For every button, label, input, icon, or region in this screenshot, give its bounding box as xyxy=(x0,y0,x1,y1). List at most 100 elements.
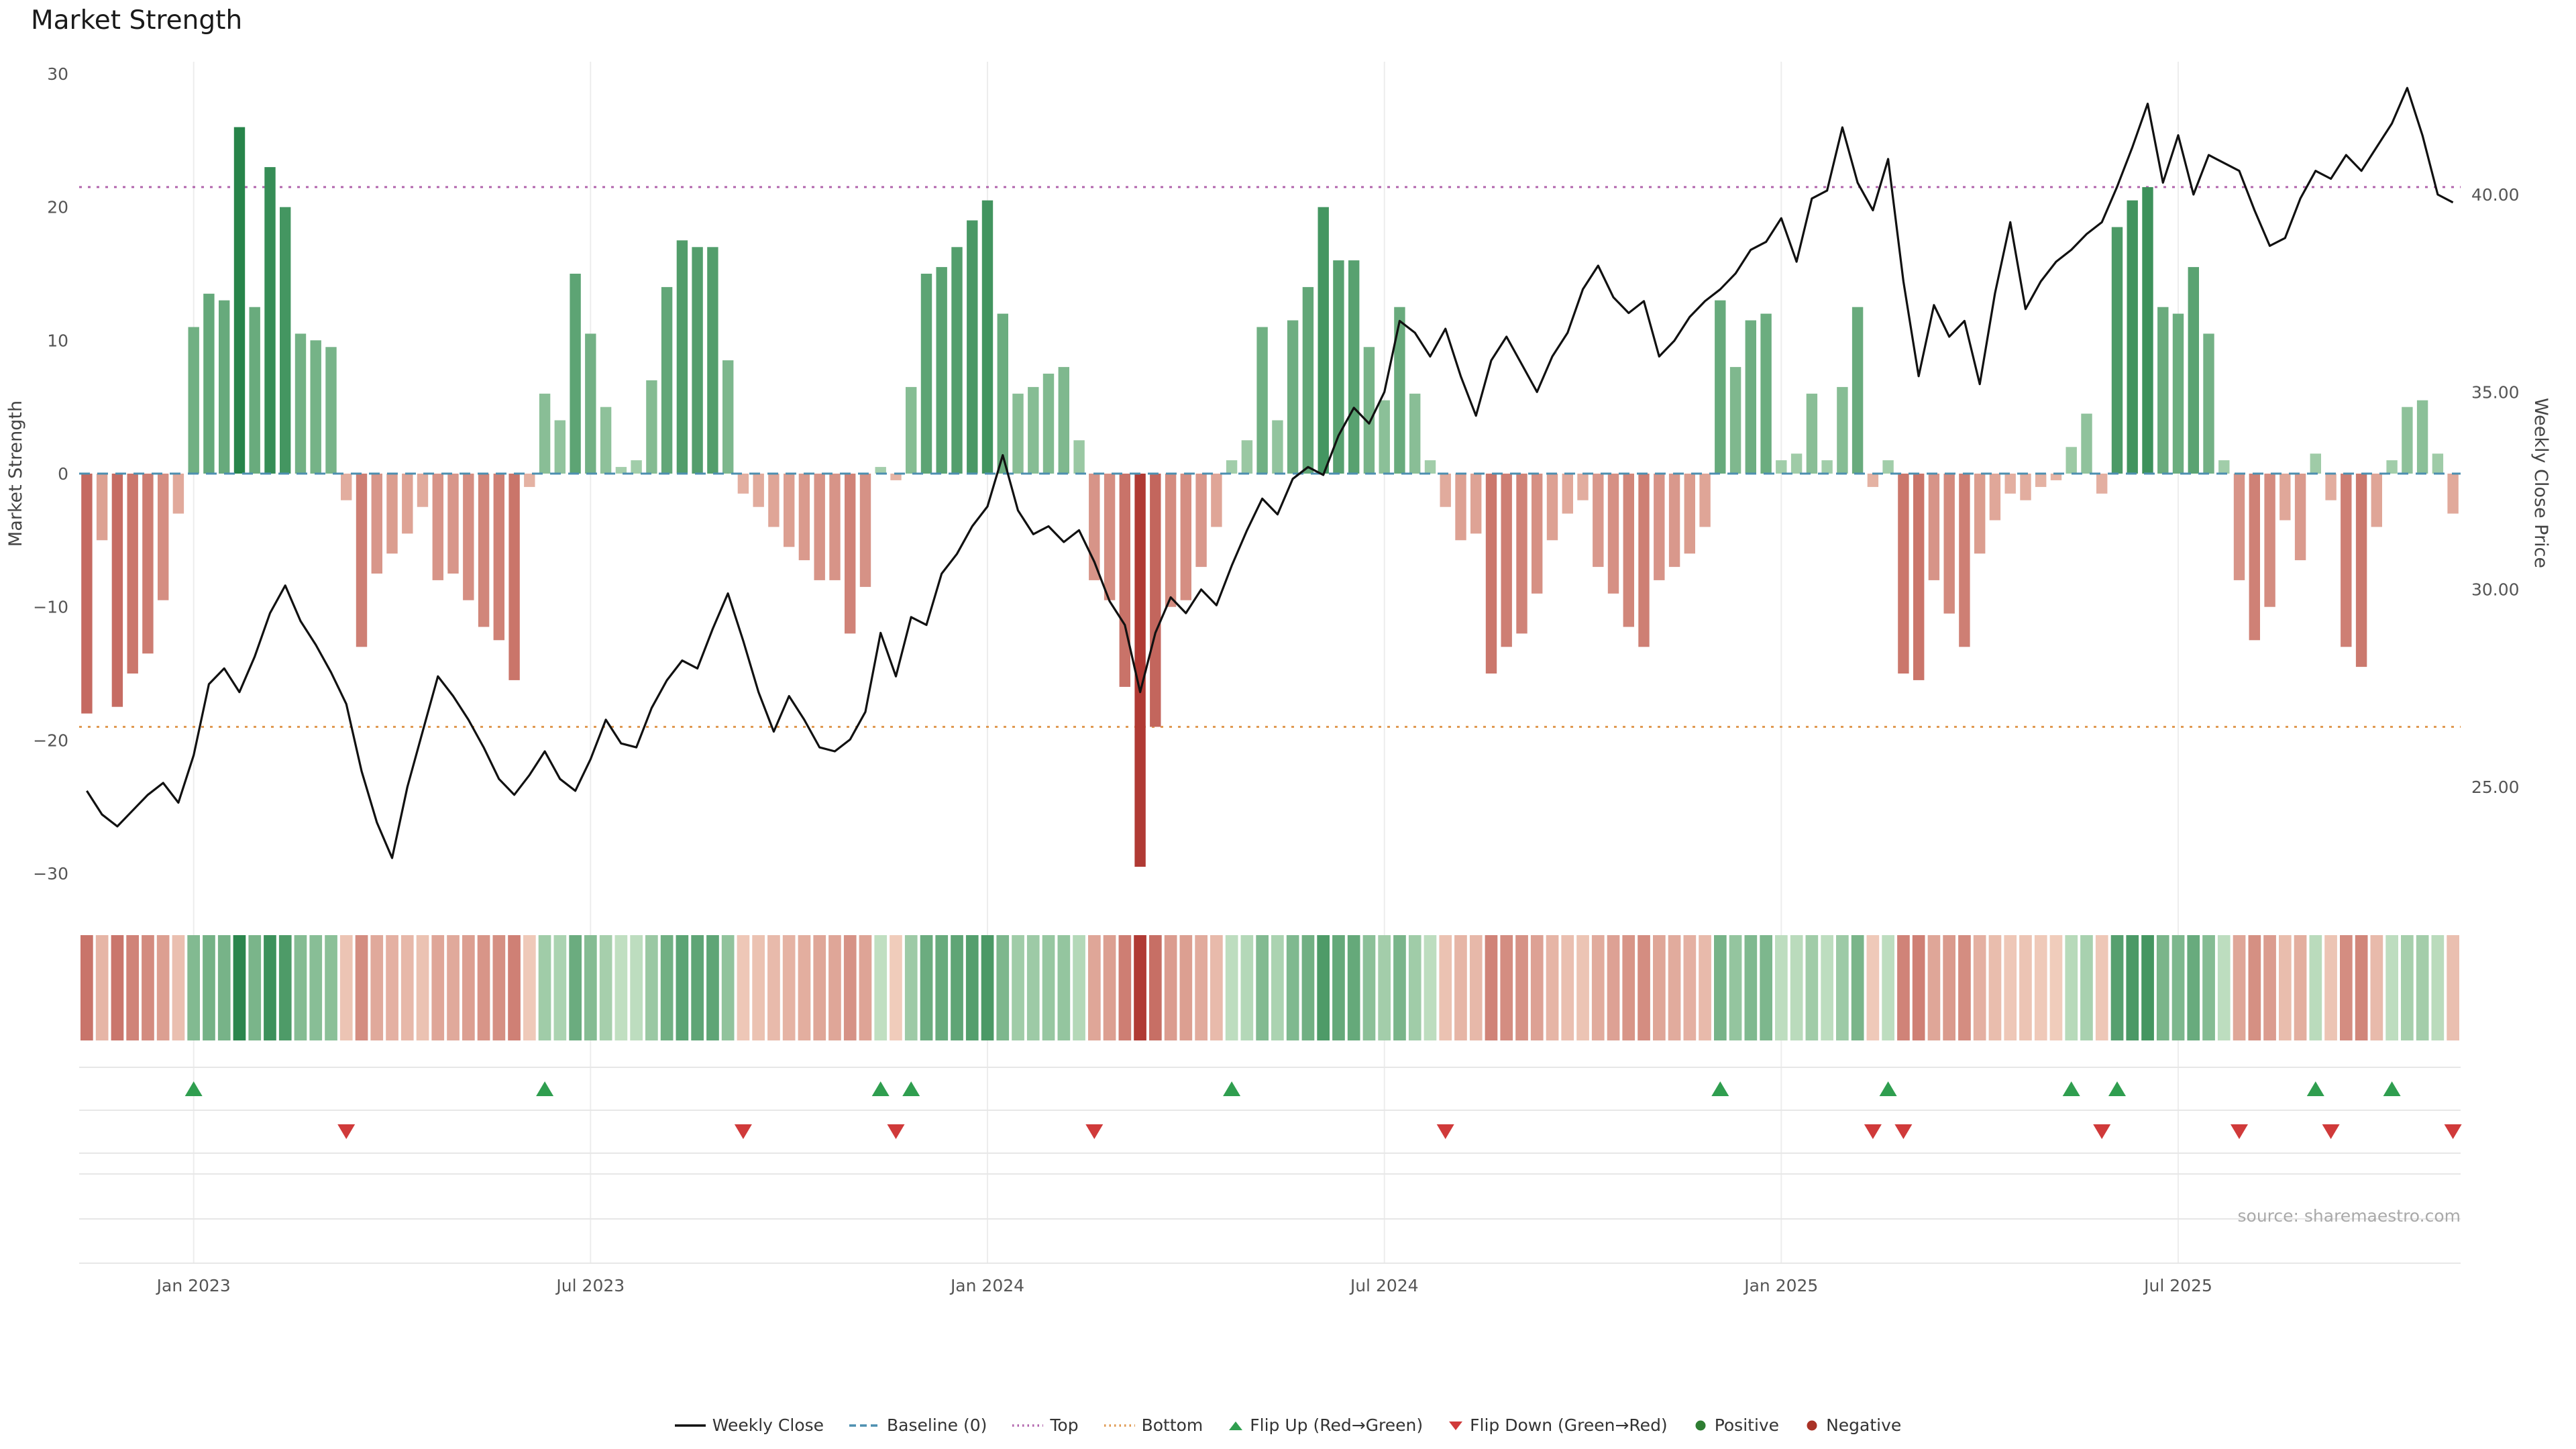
dot-icon xyxy=(1695,1420,1706,1430)
strength-bar xyxy=(1654,474,1665,580)
strength-bar xyxy=(1348,260,1360,474)
heatmap-cell xyxy=(492,935,506,1040)
heatmap-cell xyxy=(981,935,994,1040)
flip-up-marker xyxy=(902,1081,920,1096)
heatmap-cell xyxy=(1057,935,1071,1040)
strength-bar xyxy=(1882,460,1894,474)
strength-bar xyxy=(2050,474,2062,480)
strength-bar xyxy=(1256,327,1268,474)
strength-bar xyxy=(341,474,352,500)
heatmap-cell xyxy=(325,935,337,1040)
strength-bar xyxy=(1532,474,1543,594)
strength-bar xyxy=(967,220,978,474)
triangle-down-icon xyxy=(1449,1421,1463,1430)
heatmap-cell xyxy=(217,935,231,1040)
strength-bar xyxy=(1562,474,1573,514)
dot-icon xyxy=(1807,1420,1817,1430)
strength-bar xyxy=(294,333,307,474)
flip-up-marker xyxy=(2306,1081,2324,1096)
heatmap-cell xyxy=(645,935,658,1040)
heatmap-cell xyxy=(1408,935,1421,1040)
strength-bar xyxy=(2447,474,2459,514)
legend-item-top: Top xyxy=(1012,1415,1079,1435)
heatmap-cell xyxy=(416,935,429,1040)
strength-bar xyxy=(1180,474,1191,600)
heatmap-cell xyxy=(1591,935,1605,1040)
left-tick-label: 0 xyxy=(58,464,68,484)
flip-down-marker xyxy=(1436,1124,1454,1139)
weekly-close-line xyxy=(86,87,2454,859)
strength-bar xyxy=(1455,474,1466,541)
heatmap-cell xyxy=(2095,935,2108,1040)
legend-label: Flip Up (Red→Green) xyxy=(1250,1415,1424,1435)
heatmap-cell xyxy=(1607,935,1620,1040)
strength-bar xyxy=(96,474,108,541)
heatmap-cell xyxy=(1485,935,1498,1040)
strength-bar xyxy=(325,347,337,474)
strength-bar xyxy=(371,474,382,574)
heatmap-cell xyxy=(2217,935,2231,1040)
heatmap-cell xyxy=(1362,935,1376,1040)
heatmap-cell xyxy=(294,935,307,1040)
strength-bar xyxy=(1668,474,1680,568)
flip-down-marker xyxy=(1085,1124,1104,1139)
heatmap-cell xyxy=(691,935,704,1040)
strength-bar xyxy=(463,474,474,600)
heatmap-cell xyxy=(951,935,963,1040)
heatmap-cell xyxy=(935,935,949,1040)
x-tick-label: Jul 2023 xyxy=(555,1276,625,1295)
heatmap-cell xyxy=(233,935,246,1040)
flip-up-marker xyxy=(184,1081,203,1096)
strength-bar xyxy=(951,247,963,474)
heatmap-cell xyxy=(1638,935,1650,1040)
chart-legend: Weekly Close Baseline (0) Top Bottom Flip Up… xyxy=(0,1415,2576,1435)
flip-down-marker xyxy=(1864,1124,1882,1139)
heatmap-cell xyxy=(1088,935,1101,1040)
flip-down-marker xyxy=(887,1124,905,1139)
strength-bar xyxy=(1012,393,1024,474)
strength-bar xyxy=(1607,474,1619,594)
strength-bar xyxy=(1424,460,1436,474)
legend-item-weekly-close: Weekly Close xyxy=(674,1415,824,1435)
heatmap-cell xyxy=(142,935,154,1040)
legend-item-positive: Positive xyxy=(1693,1415,1779,1435)
legend-label: Baseline (0) xyxy=(887,1415,987,1435)
strength-bar xyxy=(172,474,184,514)
strength-bar xyxy=(188,327,199,474)
strength-bar xyxy=(1501,474,1512,647)
flip-up-marker xyxy=(2383,1081,2401,1096)
heatmap-cell xyxy=(1714,935,1727,1040)
strength-bar xyxy=(585,333,596,474)
heatmap-cell xyxy=(1164,935,1177,1040)
heatmap-cell xyxy=(2019,935,2032,1040)
strength-bar xyxy=(249,307,260,474)
strength-bar xyxy=(768,474,780,527)
left-tick-label: 20 xyxy=(47,198,68,217)
heatmap-cell xyxy=(1515,935,1528,1040)
strength-bar xyxy=(1715,300,1726,474)
heatmap-cell xyxy=(2156,935,2169,1040)
heatmap-cell xyxy=(1943,935,1955,1040)
strength-bar xyxy=(859,474,871,587)
strength-bar xyxy=(737,474,749,494)
heatmap-cell xyxy=(1454,935,1467,1040)
heatmap-cell xyxy=(2309,935,2322,1040)
strength-bar xyxy=(1745,320,1756,474)
strength-bar xyxy=(2203,333,2214,474)
heatmap-cell xyxy=(2187,935,2200,1040)
heatmap-cell xyxy=(1026,935,1040,1040)
heatmap-cell xyxy=(1149,935,1162,1040)
strength-bar xyxy=(1867,474,1879,487)
heatmap-cell xyxy=(2370,935,2383,1040)
flip-down-marker xyxy=(2444,1124,2462,1139)
strength-bar xyxy=(2035,474,2047,487)
heatmap-cell xyxy=(355,935,368,1040)
heatmap-cell xyxy=(1683,935,1697,1040)
heatmap-cell xyxy=(767,935,780,1040)
heatmap-cell xyxy=(2294,935,2307,1040)
heatmap-cell xyxy=(95,935,109,1040)
strength-bar xyxy=(692,247,703,474)
flip-down-marker xyxy=(2093,1124,2111,1139)
heatmap-cell xyxy=(538,935,551,1040)
heatmap-cell xyxy=(1012,935,1024,1040)
